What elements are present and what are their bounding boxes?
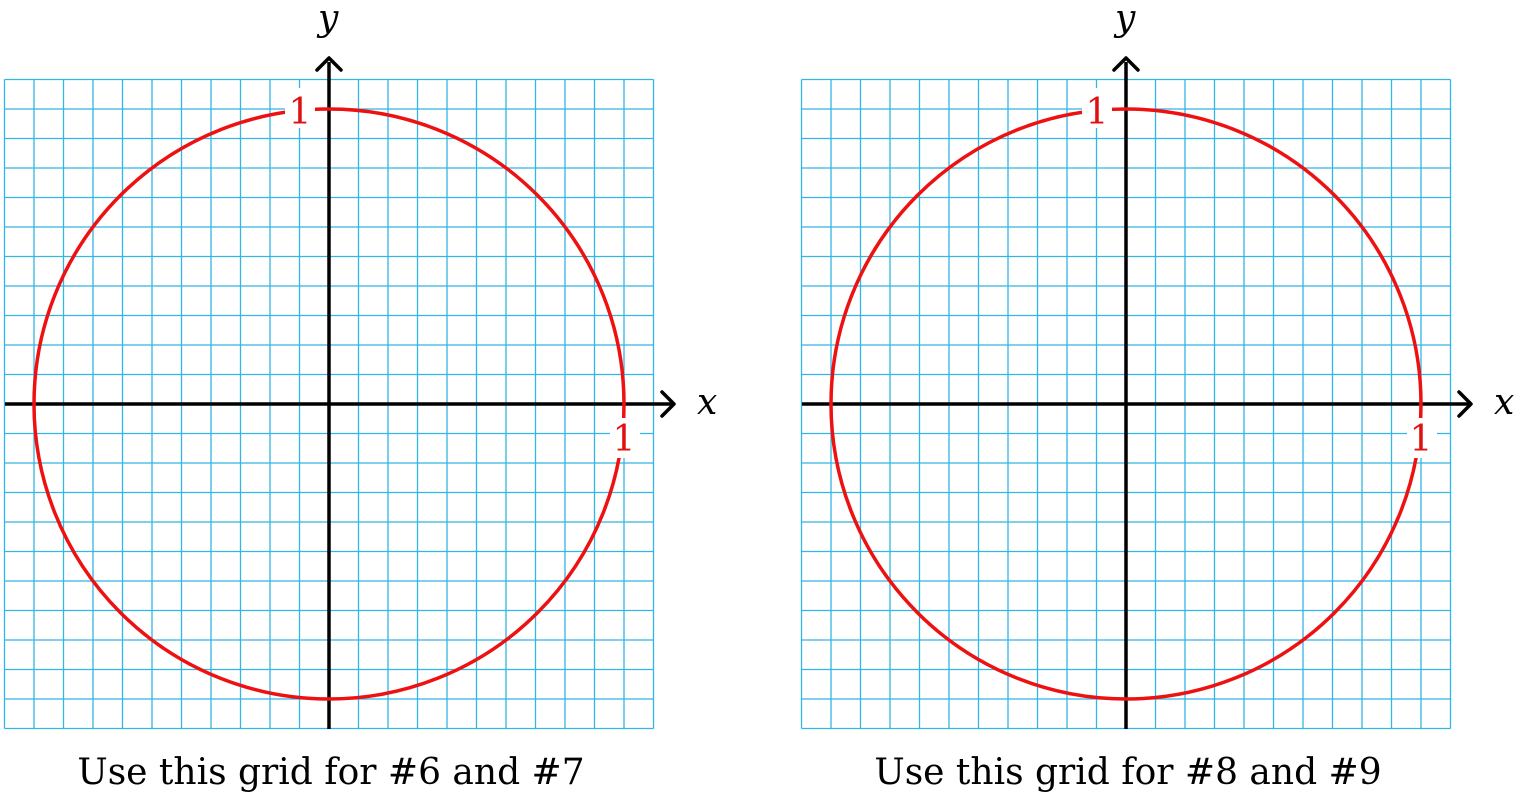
- x-intercept-label-bg-left: [610, 418, 640, 458]
- y-axis-arrow-left: [315, 56, 343, 72]
- y-axis-arrow-right: [1112, 56, 1140, 72]
- y-axis-label-left: y: [316, 0, 339, 39]
- x-intercept-label-right: 1: [1410, 419, 1433, 460]
- y-axis-label-right: y: [1113, 0, 1136, 39]
- x-axis-label-left: x: [697, 382, 717, 423]
- y-intercept-label-bg-left: [285, 88, 315, 128]
- y-intercept-label-right: 1: [1086, 92, 1109, 133]
- unit-circle-right: [829, 107, 1423, 701]
- coordinate-grid-panel-right: 1 1 x y Use this grid for #8 and #9: [800, 0, 1514, 793]
- x-intercept-label-bg-right: [1407, 418, 1437, 458]
- x-intercept-label-left: 1: [613, 419, 636, 460]
- unit-circle-left: [32, 107, 626, 701]
- x-axis-arrow-right: [1457, 390, 1473, 418]
- x-axis-label-right: x: [1494, 382, 1514, 423]
- grid-caption-right: Use this grid for #8 and #9: [874, 752, 1381, 793]
- coordinate-grid-panel-left: 1 1 x y Use this grid for #6 and #7: [3, 0, 717, 793]
- y-intercept-label-left: 1: [289, 92, 312, 133]
- grid-caption-left: Use this grid for #6 and #7: [77, 752, 584, 793]
- y-intercept-label-bg-right: [1082, 88, 1112, 128]
- x-axis-arrow-left: [660, 390, 676, 418]
